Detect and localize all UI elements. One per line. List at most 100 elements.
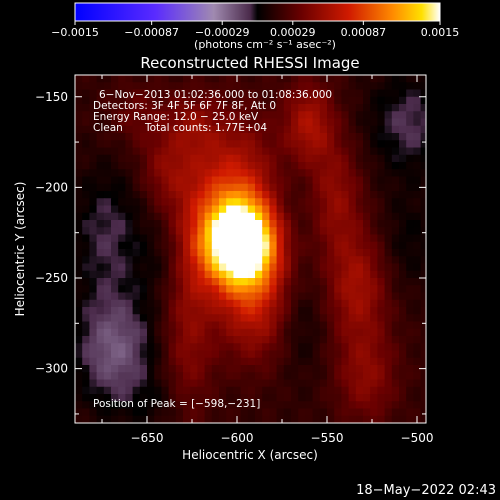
- heatmap-cell: [132, 198, 141, 206]
- heatmap-cell: [103, 299, 112, 308]
- heatmap-cell: [111, 176, 119, 185]
- heatmap-cell: [175, 336, 184, 344]
- heatmap-cell: [283, 89, 292, 98]
- heatmap-cell: [132, 96, 141, 105]
- heatmap-cell: [269, 415, 278, 423]
- heatmap-cell: [276, 169, 285, 177]
- heatmap-cell: [348, 241, 357, 250]
- heatmap-cell: [233, 365, 242, 373]
- heatmap-cell: [247, 169, 256, 177]
- heatmap-cell: [183, 147, 191, 156]
- heatmap-cell: [341, 198, 350, 206]
- heatmap-cell: [168, 372, 177, 380]
- heatmap-cell: [363, 220, 371, 228]
- heatmap-cell: [298, 314, 306, 322]
- heatmap-cell: [384, 336, 393, 344]
- heatmap-cell: [233, 343, 242, 351]
- heatmap-cell: [334, 336, 342, 344]
- heatmap-cell: [183, 227, 191, 235]
- heatmap-cell: [312, 133, 321, 141]
- heatmap-cell: [161, 343, 170, 351]
- heatmap-cell: [147, 357, 155, 366]
- heatmap-cell: [233, 394, 242, 402]
- heatmap-cell: [334, 386, 342, 395]
- heatmap-cell: [139, 408, 148, 417]
- heatmap-cell: [355, 89, 364, 98]
- heatmap-cell: [96, 183, 105, 192]
- heatmap-cell: [125, 176, 134, 185]
- heatmap-cell: [413, 357, 422, 366]
- heatmap-cell: [327, 350, 335, 359]
- heatmap-cell: [211, 408, 220, 417]
- heatmap-cell: [312, 379, 321, 388]
- heatmap-cell: [262, 270, 270, 279]
- heatmap-cell: [168, 307, 177, 315]
- heatmap-cell: [276, 162, 285, 170]
- heatmap-cell: [377, 357, 386, 366]
- heatmap-cell: [103, 263, 112, 272]
- heatmap-cell: [168, 111, 177, 119]
- heatmap-cell: [132, 75, 141, 83]
- heatmap-cell: [262, 111, 270, 119]
- heatmap-cell: [183, 234, 191, 243]
- heatmap-cell: [255, 270, 263, 279]
- heatmap-cell: [139, 104, 148, 112]
- heatmap-cell: [183, 154, 191, 163]
- heatmap-cell: [298, 321, 306, 330]
- heatmap-cell: [175, 96, 184, 105]
- heatmap-cell: [89, 278, 98, 286]
- heatmap-cell: [305, 191, 314, 199]
- heatmap-cell: [147, 118, 155, 127]
- heatmap-cell: [154, 176, 162, 185]
- heatmap-cell: [399, 343, 407, 351]
- heatmap-cell: [96, 372, 105, 380]
- heatmap-cell: [319, 212, 328, 221]
- heatmap-cell: [111, 191, 119, 199]
- heatmap-cell: [319, 394, 328, 402]
- heatmap-cell: [226, 336, 234, 344]
- heatmap-cell: [327, 205, 335, 214]
- heatmap-cell: [355, 169, 364, 177]
- heatmap-cell: [111, 227, 119, 235]
- heatmap-cell: [132, 234, 141, 243]
- heatmap-cell: [255, 191, 263, 199]
- heatmap-cell: [377, 386, 386, 395]
- heatmap-cell: [197, 386, 206, 395]
- heatmap-cell: [305, 285, 314, 293]
- heatmap-cell: [319, 205, 328, 214]
- heatmap-cell: [161, 321, 170, 330]
- heatmap-cell: [132, 140, 141, 148]
- heatmap-cell: [269, 125, 278, 134]
- heatmap-cell: [161, 372, 170, 380]
- heatmap-cell: [348, 336, 357, 344]
- heatmap-cell: [161, 278, 170, 286]
- heatmap-cell: [291, 198, 299, 206]
- heatmap-cell: [211, 415, 220, 423]
- heatmap-cell: [211, 314, 220, 322]
- heatmap-cell: [370, 401, 378, 409]
- heatmap-cell: [154, 350, 162, 359]
- heatmap-cell: [327, 263, 335, 272]
- heatmap-cell: [276, 408, 285, 417]
- heatmap-cell: [154, 111, 162, 119]
- heatmap-cell: [291, 169, 299, 177]
- heatmap-cell: [118, 249, 126, 257]
- heatmap-cell: [291, 227, 299, 235]
- heatmap-cell: [255, 75, 263, 83]
- heatmap-cell: [132, 321, 141, 330]
- heatmap-cell: [291, 162, 299, 170]
- heatmap-cell: [96, 133, 105, 141]
- heatmap-cell: [96, 147, 105, 156]
- heatmap-cell: [384, 241, 393, 250]
- heatmap-cell: [111, 379, 119, 388]
- heatmap-cell: [154, 292, 162, 301]
- heatmap-cell: [103, 336, 112, 344]
- heatmap-cell: [175, 118, 184, 127]
- heatmap-cell: [312, 198, 321, 206]
- heatmap-cell: [283, 343, 292, 351]
- heatmap-cell: [96, 75, 105, 83]
- heatmap-cell: [219, 357, 227, 366]
- heatmap-cell: [276, 401, 285, 409]
- heatmap-cell: [211, 365, 220, 373]
- heatmap-cell: [175, 220, 184, 228]
